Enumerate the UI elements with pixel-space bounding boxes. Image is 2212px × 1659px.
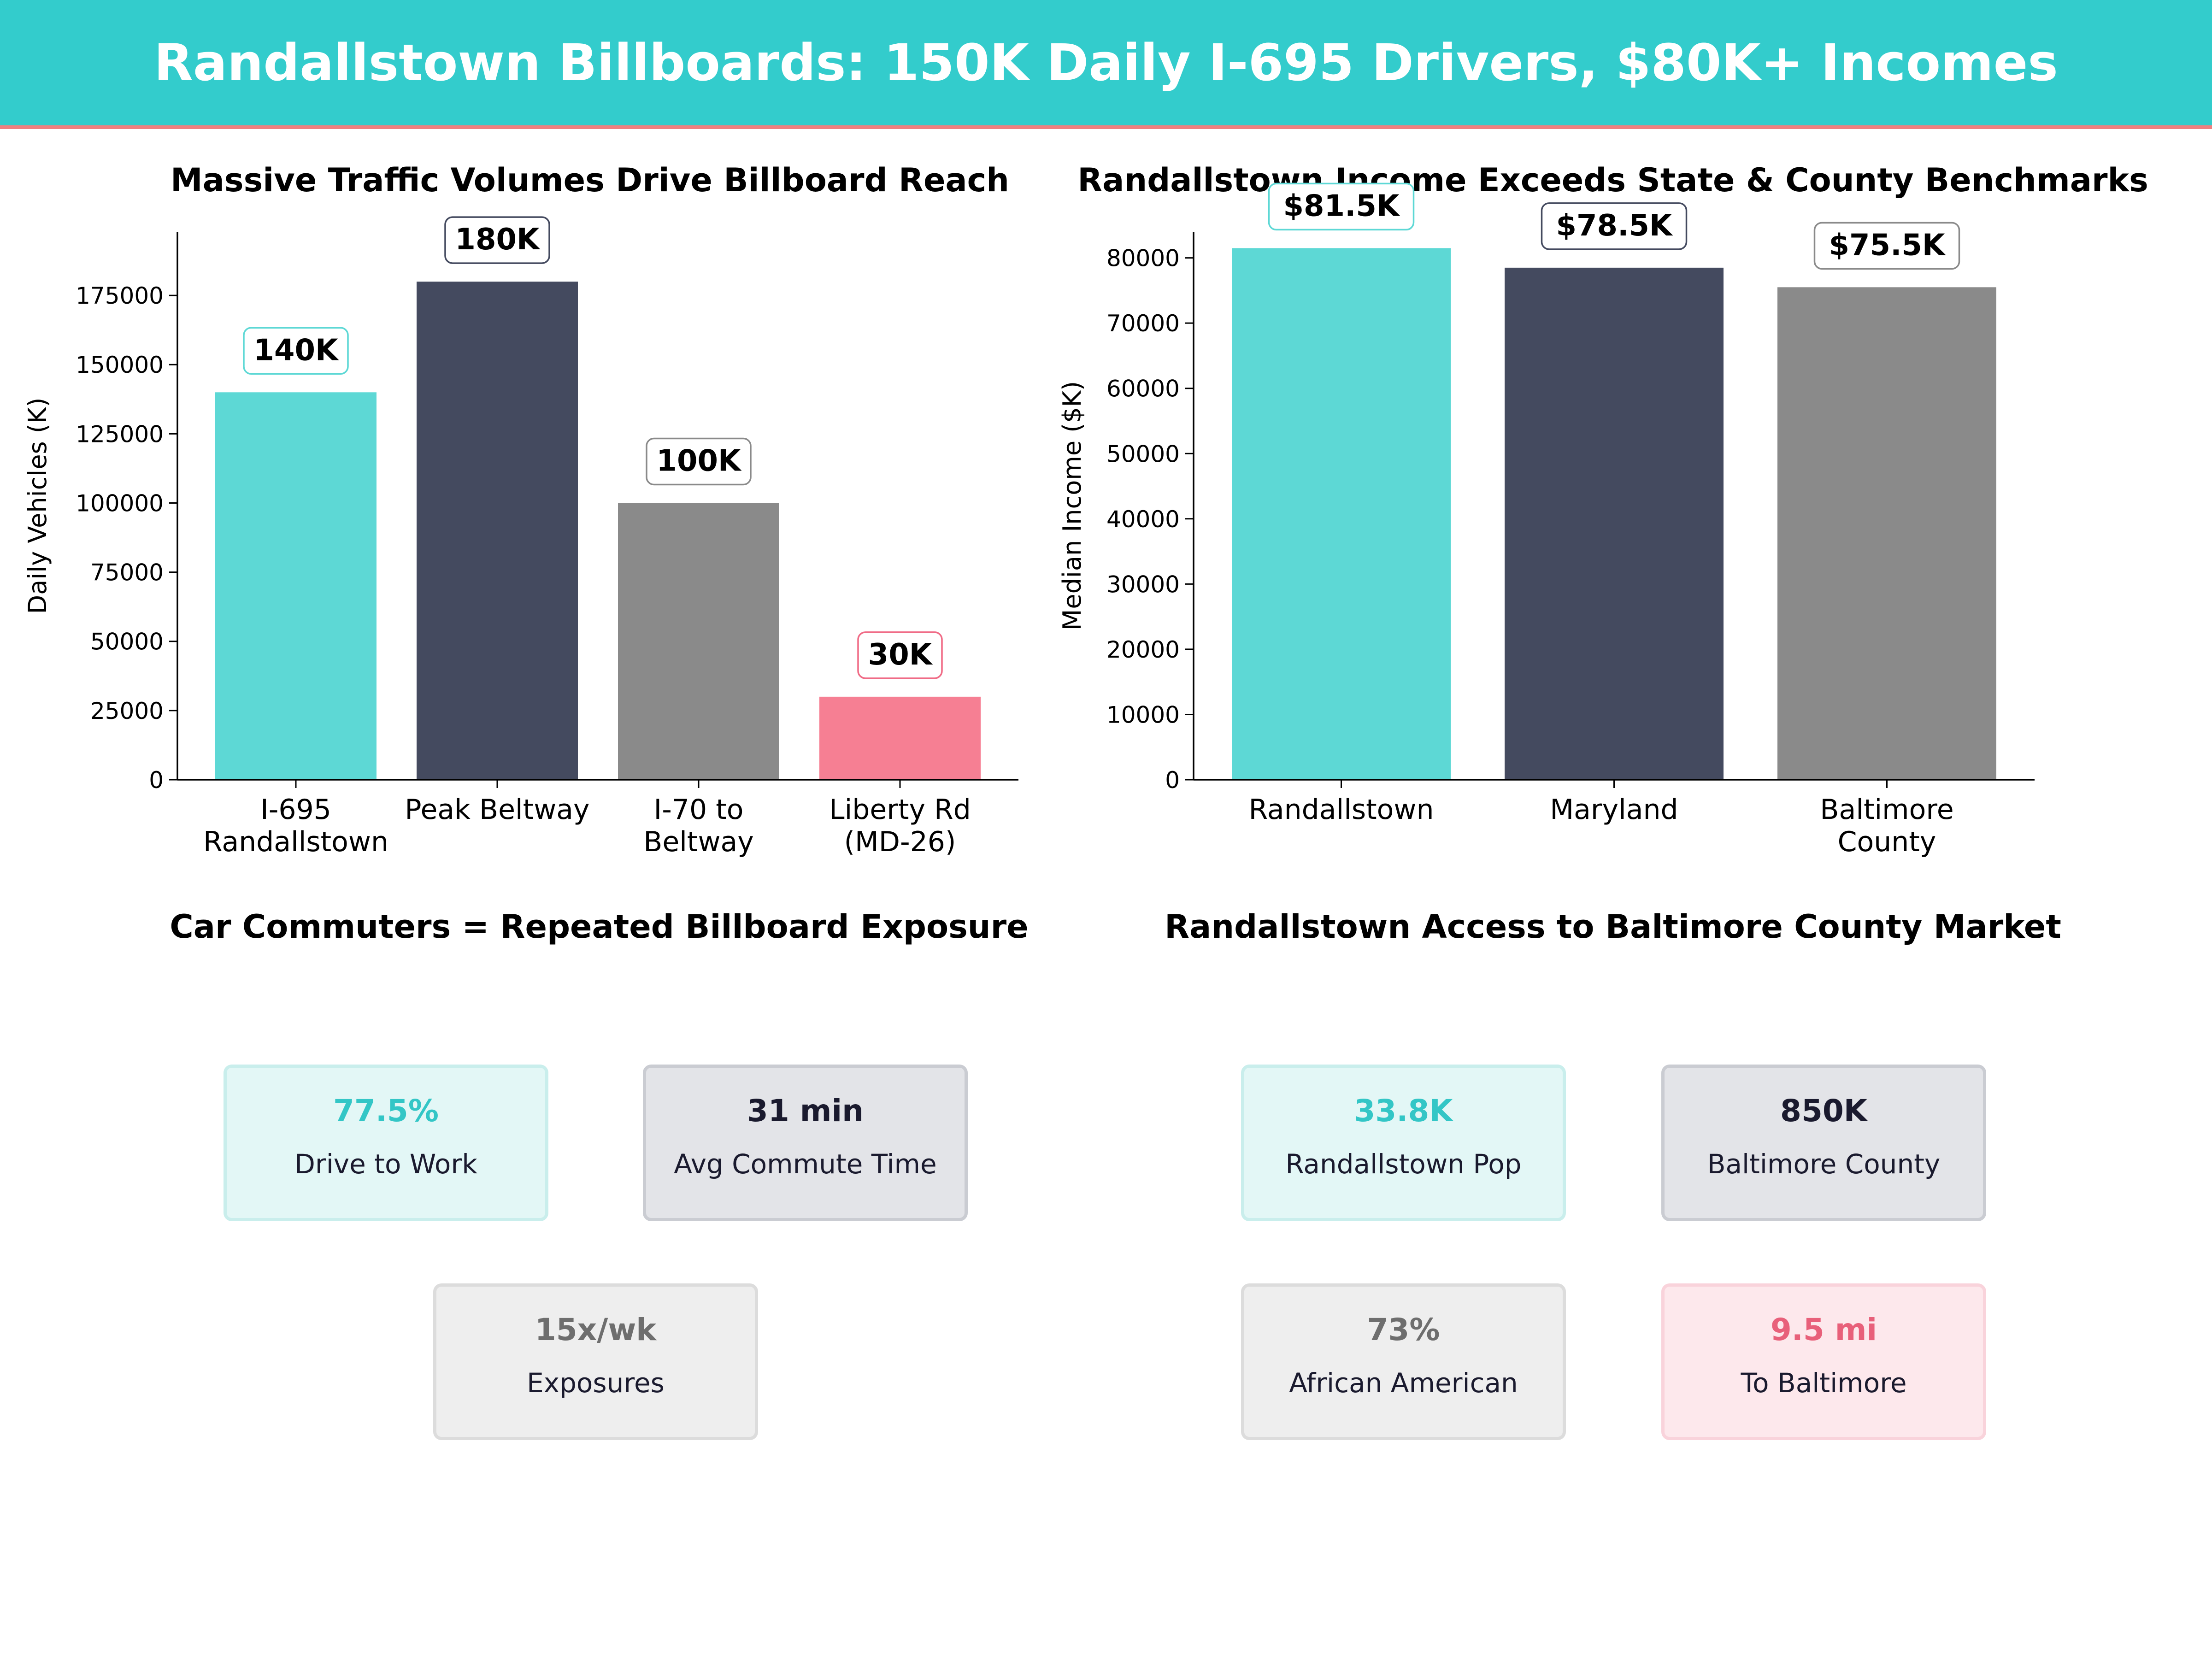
stat-card-distance: 9.5 mi To Baltimore xyxy=(1661,1283,1986,1440)
y-tick-label: 30000 xyxy=(1106,571,1180,598)
y-tick-label: 175000 xyxy=(76,282,164,309)
stat-value: 33.8K xyxy=(1354,1093,1453,1129)
stat-card-exposures: 15x/wk Exposures xyxy=(433,1283,758,1440)
stat-value: 15x/wk xyxy=(535,1312,657,1347)
stat-value: 73% xyxy=(1367,1312,1440,1347)
data-label: $75.5K xyxy=(1829,228,1946,262)
data-label-box xyxy=(1541,202,1688,250)
y-tick-label: 70000 xyxy=(1106,310,1180,337)
y-axis-label: Daily Vehicles (K) xyxy=(23,398,52,614)
x-tick-label: Liberty Rd xyxy=(829,794,971,826)
stat-card-drive-to-work: 77.5% Drive to Work xyxy=(224,1065,548,1221)
y-tick-label: 100000 xyxy=(76,490,164,517)
stat-card-county: 850K Baltimore County xyxy=(1661,1065,1986,1221)
bar xyxy=(1232,248,1451,780)
y-tick-label: 0 xyxy=(1165,767,1180,794)
x-tick-label: County xyxy=(1838,826,1936,858)
header-banner: Randallstown Billboards: 150K Daily I-69… xyxy=(0,0,2212,129)
data-label: 30K xyxy=(868,638,933,672)
data-label-box xyxy=(857,631,943,679)
stat-label: African American xyxy=(1289,1367,1518,1399)
data-label: 100K xyxy=(656,444,742,478)
y-tick-label: 125000 xyxy=(76,421,164,447)
stat-value: 9.5 mi xyxy=(1770,1312,1877,1347)
stat-label: To Baltimore xyxy=(1741,1367,1907,1399)
y-tick-label: 80000 xyxy=(1106,245,1180,272)
stat-card-demographic: 73% African American xyxy=(1241,1283,1566,1440)
x-tick-label: Maryland xyxy=(1550,794,1678,826)
data-label: 180K xyxy=(455,223,541,257)
data-label-box xyxy=(1268,182,1415,231)
data-label: $78.5K xyxy=(1556,209,1673,243)
income-chart: $81.5K Randallstown $78.5K Maryland $75.5K Ba… xyxy=(1058,182,2035,858)
stat-value: 31 min xyxy=(747,1093,864,1129)
y-tick-label: 75000 xyxy=(90,559,164,586)
stat-label: Baltimore County xyxy=(1707,1148,1941,1180)
bar xyxy=(1505,267,1724,780)
y-tick-label: 50000 xyxy=(1106,441,1180,467)
market-title: Randallstown Access to Baltimore County … xyxy=(1165,908,2061,946)
data-label-box xyxy=(444,216,550,264)
x-tick-label: I-695 xyxy=(260,794,331,826)
data-label-box xyxy=(646,437,752,486)
x-tick-label: Beltway xyxy=(643,826,754,858)
bar xyxy=(819,696,981,780)
y-axis-label: Median Income ($K) xyxy=(1058,381,1087,630)
y-tick-label: 60000 xyxy=(1106,376,1180,402)
x-tick-label: (MD-26) xyxy=(844,826,956,858)
data-label-box xyxy=(1813,222,1960,270)
data-label: 140K xyxy=(253,333,339,367)
x-tick-label: I-70 to xyxy=(654,794,744,826)
stat-label: Avg Commute Time xyxy=(674,1148,937,1180)
commuters-title: Car Commuters = Repeated Billboard Expos… xyxy=(170,908,1029,946)
stat-value: 77.5% xyxy=(333,1093,439,1129)
income-chart-title: Randallstown Income Exceeds State & Coun… xyxy=(1077,161,2148,199)
y-tick-label: 10000 xyxy=(1106,701,1180,728)
y-tick-label: 50000 xyxy=(90,629,164,655)
x-tick-label: Randallstown xyxy=(203,826,388,858)
traffic-chart-title: Massive Traffic Volumes Drive Billboard … xyxy=(171,161,1009,199)
y-tick-label: 20000 xyxy=(1106,636,1180,663)
x-tick-label: Baltimore xyxy=(1820,794,1953,826)
x-tick-label: Randallstown xyxy=(1249,794,1434,826)
stat-card-population: 33.8K Randallstown Pop xyxy=(1241,1065,1566,1221)
bar xyxy=(1777,287,1996,780)
stat-label: Drive to Work xyxy=(294,1148,477,1180)
y-tick-label: 25000 xyxy=(90,698,164,724)
stat-card-avg-commute: 31 min Avg Commute Time xyxy=(643,1065,968,1221)
x-tick-label: Peak Beltway xyxy=(405,794,589,826)
bar xyxy=(417,282,578,780)
stat-label: Randallstown Pop xyxy=(1285,1148,1522,1180)
y-tick-label: 40000 xyxy=(1106,506,1180,533)
bar xyxy=(215,392,377,780)
data-label: $81.5K xyxy=(1283,189,1400,223)
y-tick-label: 150000 xyxy=(76,352,164,378)
bar xyxy=(618,503,779,780)
page-title: Randallstown Billboards: 150K Daily I-69… xyxy=(154,33,2058,92)
data-label-box xyxy=(243,327,349,375)
stat-value: 850K xyxy=(1780,1093,1867,1129)
y-tick-label: 0 xyxy=(149,767,164,794)
stat-label: Exposures xyxy=(527,1367,665,1399)
